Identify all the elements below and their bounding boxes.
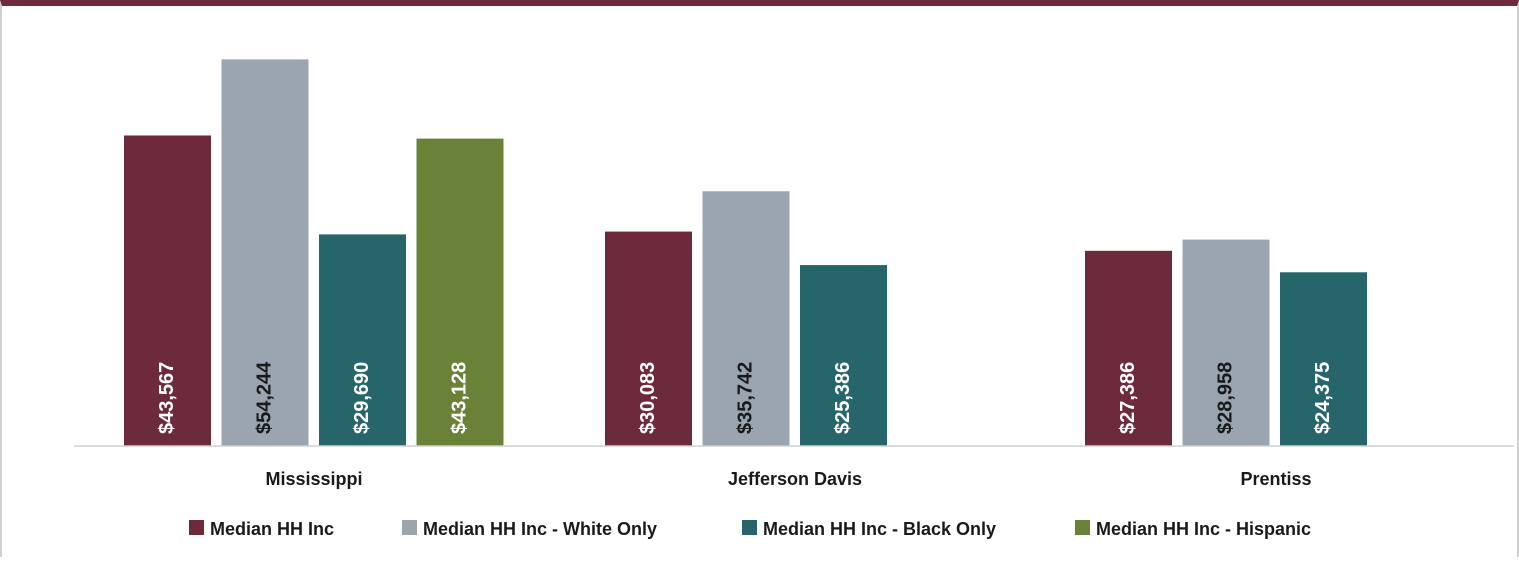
bar-chart: $43,567 $30,083 $27,386 $54,244 $35,742 $28,9… <box>74 59 1514 539</box>
bar-0-0 <box>124 135 211 446</box>
legend-label-2: Median HH Inc - Black Only <box>763 519 996 539</box>
legend-label-1: Median HH Inc - White Only <box>423 519 657 539</box>
bar-2-1 <box>800 265 887 446</box>
bar-2-0 <box>319 234 406 446</box>
legend: Median HH Inc Median HH Inc - White Only M… <box>189 519 1311 539</box>
data-label-1-2: $28,958 <box>1214 362 1236 434</box>
data-label-0-2: $27,386 <box>1117 362 1139 434</box>
legend-label-3: Median HH Inc - Hispanic <box>1096 519 1311 539</box>
legend-swatch-0 <box>189 520 204 535</box>
bar-0-2 <box>1085 250 1172 446</box>
data-label-0-1: $30,083 <box>637 362 659 434</box>
legend-swatch-2 <box>742 520 757 535</box>
data-label-2-0: $29,690 <box>351 362 373 434</box>
category-label-2: Prentiss <box>1240 469 1311 489</box>
category-label-0: Mississippi <box>265 469 362 489</box>
bar-0-1 <box>605 231 692 446</box>
data-label-3-0: $43,128 <box>448 362 470 434</box>
legend-swatch-3 <box>1075 520 1090 535</box>
bar-3-0 <box>416 138 504 446</box>
bar-1-0 <box>221 59 309 447</box>
bar-1-2 <box>1182 239 1270 446</box>
data-label-0-0: $43,567 <box>156 362 178 434</box>
data-label-2-1: $25,386 <box>832 362 854 434</box>
category-labels: Mississippi Jefferson Davis Prentiss <box>265 469 1311 489</box>
legend-swatch-1 <box>402 520 417 535</box>
legend-label-0: Median HH Inc <box>210 519 334 539</box>
data-label-1-0: $54,244 <box>253 361 275 434</box>
bars-group: $43,567 $30,083 $27,386 $54,244 $35,742 $28,9… <box>124 59 1367 447</box>
bar-2-2 <box>1280 272 1367 446</box>
data-label-2-2: $24,375 <box>1312 362 1334 434</box>
bar-1-1 <box>702 191 790 446</box>
category-label-1: Jefferson Davis <box>728 469 862 489</box>
data-label-1-1: $35,742 <box>734 362 756 434</box>
